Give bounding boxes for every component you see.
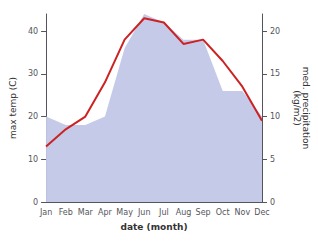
svg-text:10: 10 <box>28 155 38 164</box>
svg-text:10: 10 <box>270 112 280 121</box>
svg-text:Jul: Jul <box>158 208 169 217</box>
svg-text:20: 20 <box>270 27 280 36</box>
svg-text:Apr: Apr <box>98 208 113 217</box>
svg-text:Oct: Oct <box>216 208 230 217</box>
svg-text:30: 30 <box>28 69 38 78</box>
svg-text:max temp (C): max temp (C) <box>8 77 18 139</box>
svg-text:Mar: Mar <box>78 208 94 217</box>
svg-text:Sep: Sep <box>196 208 211 217</box>
svg-text:Dec: Dec <box>254 208 269 217</box>
svg-text:0: 0 <box>33 198 38 207</box>
svg-text:date (month): date (month) <box>121 222 188 232</box>
svg-text:Aug: Aug <box>176 208 192 217</box>
svg-text:Nov: Nov <box>235 208 251 217</box>
svg-text:Jan: Jan <box>39 208 52 217</box>
svg-text:5: 5 <box>270 155 275 164</box>
svg-text:Jun: Jun <box>137 208 151 217</box>
svg-text:(kg/m2): (kg/m2) <box>292 90 302 125</box>
svg-text:20: 20 <box>28 112 38 121</box>
svg-text:0: 0 <box>270 198 275 207</box>
svg-text:15: 15 <box>270 69 280 78</box>
svg-text:med. precipitation: med. precipitation <box>300 66 311 150</box>
svg-text:40: 40 <box>28 27 38 36</box>
svg-text:May: May <box>116 208 133 217</box>
svg-text:Feb: Feb <box>59 208 73 217</box>
